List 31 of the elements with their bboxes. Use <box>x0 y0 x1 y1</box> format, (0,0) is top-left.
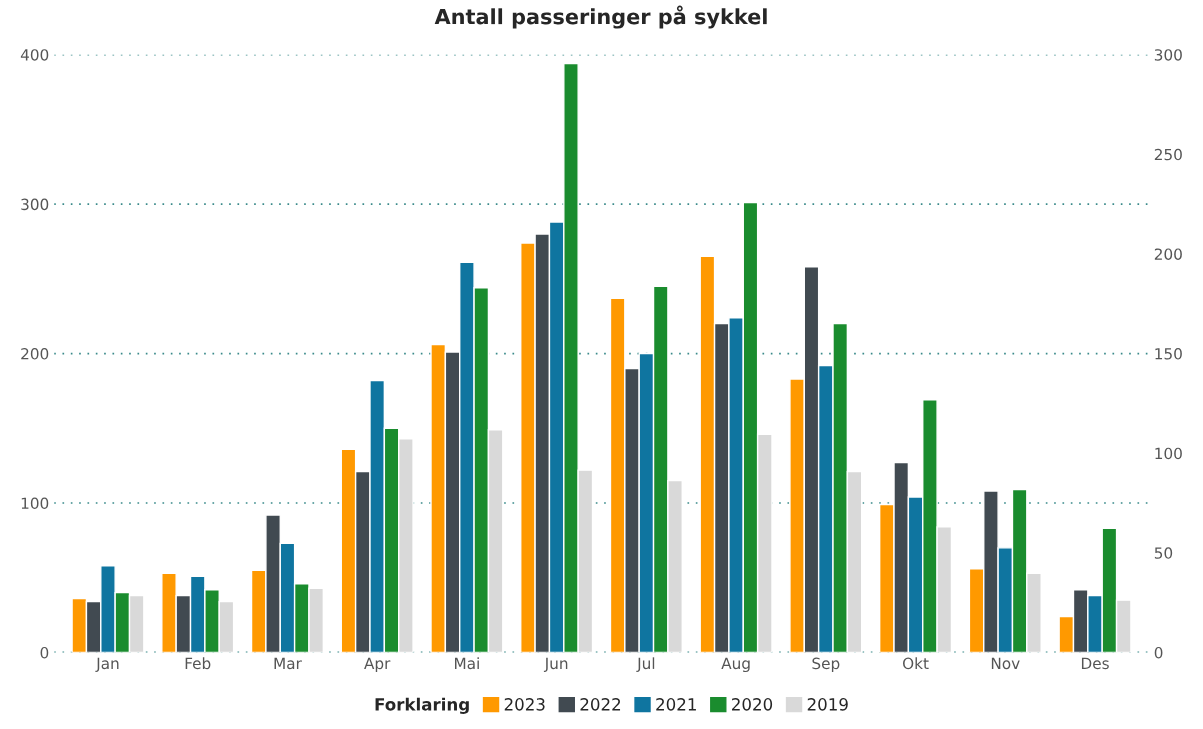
x-tick-label: Sep <box>812 657 840 673</box>
y2-tick-label: 50 <box>1154 547 1173 559</box>
x-tick-label: Mai <box>455 657 479 670</box>
y2-tick-label: 100 <box>1155 447 1182 460</box>
legend-label: 2019 <box>807 698 848 711</box>
x-tick-label: Feb <box>185 657 211 670</box>
y-tick-label: 400 <box>20 49 49 61</box>
x-tick-label: Apr <box>364 657 391 673</box>
x-tick-label: Aug <box>721 657 750 673</box>
x-tick-label: Des <box>1081 657 1109 670</box>
legend-label: 2022 <box>580 698 621 711</box>
legend-label: 2023 <box>504 698 545 711</box>
legend-label: 2021 <box>656 698 696 711</box>
x-tick-label: Nov <box>991 657 1020 670</box>
x-tick-label: Okt <box>902 657 929 670</box>
x-tick-label: Jul <box>636 657 655 672</box>
legend-title: Forklaring <box>375 697 469 714</box>
y-tick-label: 200 <box>21 348 49 360</box>
y-tick-label: 300 <box>21 198 49 211</box>
x-tick-label: Mar <box>274 657 302 670</box>
y2-tick-label: 300 <box>1154 49 1182 61</box>
x-tick-label: Jun <box>543 657 568 672</box>
legend-label: 2020 <box>732 698 773 711</box>
y-tick-label: 0 <box>40 646 49 659</box>
y2-tick-label: 150 <box>1155 348 1182 360</box>
y2-tick-label: 200 <box>1154 248 1182 260</box>
y-tick-label: 100 <box>21 497 49 510</box>
y2-tick-label: 250 <box>1154 148 1182 161</box>
x-tick-label: Jan <box>95 657 119 672</box>
y2-tick-label: 0 <box>1154 646 1163 659</box>
chart-title: Antall passeringer på sykkel <box>434 5 767 29</box>
